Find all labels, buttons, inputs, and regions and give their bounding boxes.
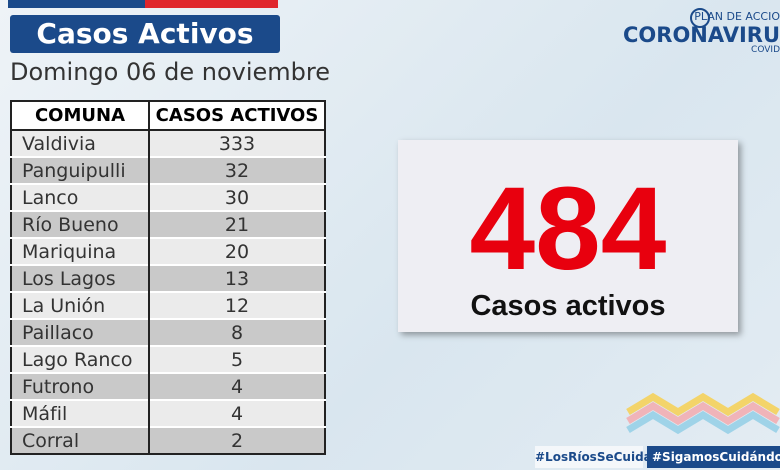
table-row: Mariquina 20 bbox=[11, 237, 325, 265]
hashtag: #SigamosCuidándon bbox=[647, 446, 780, 468]
comuna-cell: Lanco bbox=[11, 183, 149, 211]
table-row: Lanco 30 bbox=[11, 183, 325, 211]
total-box: 484 Casos activos bbox=[398, 140, 738, 332]
cases-cell: 12 bbox=[148, 291, 325, 319]
cases-cell: 8 bbox=[148, 318, 325, 346]
column-header: CASOS ACTIVOS bbox=[148, 101, 325, 131]
logo-text: PLAN DE ACCIO bbox=[694, 10, 780, 23]
column-header: COMUNA bbox=[11, 101, 149, 131]
cases-table: COMUNA CASOS ACTIVOS Valdivia 333 Panguipu… bbox=[10, 100, 326, 455]
logo-text: COVID bbox=[751, 45, 780, 55]
cases-cell: 4 bbox=[148, 399, 325, 427]
cases-cell: 4 bbox=[148, 372, 325, 400]
table-row: Lago Ranco 5 bbox=[11, 345, 325, 373]
logo-icon bbox=[690, 8, 710, 28]
table-row: La Unión 12 bbox=[11, 291, 325, 319]
comuna-cell: Corral bbox=[11, 426, 149, 454]
cases-cell: 21 bbox=[148, 210, 325, 238]
comuna-cell: Paillaco bbox=[11, 318, 149, 346]
table-row: Máfil 4 bbox=[11, 399, 325, 427]
logo-text: CORONAVIRU bbox=[623, 23, 780, 47]
cases-cell: 30 bbox=[148, 183, 325, 211]
comuna-cell: Futrono bbox=[11, 372, 149, 400]
table-row: Valdivia 333 bbox=[11, 129, 325, 157]
table-row: Futrono 4 bbox=[11, 372, 325, 400]
comuna-cell: Mariquina bbox=[11, 237, 149, 265]
header-row: COMUNA CASOS ACTIVOS bbox=[11, 101, 325, 131]
table-body: Valdivia 333 Panguipulli 32 Lanco 30 Río Bueno… bbox=[11, 129, 325, 454]
table-row: Corral 2 bbox=[11, 426, 325, 454]
total-label: Casos activos bbox=[470, 290, 666, 322]
subtitle: Domingo 06 de noviembre bbox=[10, 58, 331, 86]
cases-cell: 20 bbox=[148, 237, 325, 265]
flag-red bbox=[145, 0, 278, 8]
comuna-cell: Valdivia bbox=[11, 129, 149, 157]
cases-cell: 13 bbox=[148, 264, 325, 292]
table-row: Río Bueno 21 bbox=[11, 210, 325, 238]
waves bbox=[626, 392, 780, 435]
comuna-cell: Panguipulli bbox=[11, 156, 149, 184]
cases-cell: 2 bbox=[148, 426, 325, 454]
comuna-cell: La Unión bbox=[11, 291, 149, 319]
comuna-cell: Los Lagos bbox=[11, 264, 149, 292]
total-value: 484 bbox=[469, 163, 667, 295]
comuna-cell: Río Bueno bbox=[11, 210, 149, 238]
comuna-cell: Máfil bbox=[11, 399, 149, 427]
hashtag: #LosRíosSeCuida bbox=[535, 446, 652, 468]
table-row: Paillaco 8 bbox=[11, 318, 325, 346]
flag-blue bbox=[8, 0, 145, 8]
table-row: Los Lagos 13 bbox=[11, 264, 325, 292]
cases-cell: 5 bbox=[148, 345, 325, 373]
comuna-cell: Lago Ranco bbox=[11, 345, 149, 373]
cases-cell: 333 bbox=[148, 129, 325, 157]
table-row: Panguipulli 32 bbox=[11, 156, 325, 184]
cases-cell: 32 bbox=[148, 156, 325, 184]
title: Casos Activos bbox=[10, 15, 280, 53]
